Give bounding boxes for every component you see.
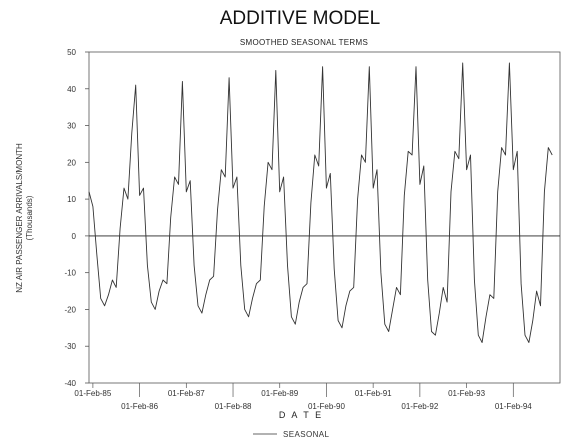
chart-title: ADDITIVE MODEL [220,8,380,29]
chart-subtitle: SMOOTHED SEASONAL TERMS [240,38,368,47]
y-tick-label: -10 [64,269,76,278]
y-tick-label: 20 [67,158,76,167]
y-tick-label: 10 [67,195,76,204]
x-tick-label: 01-Feb-86 [121,402,158,411]
y-tick-label: -40 [64,379,76,388]
x-tick-label: 01-Feb-91 [355,389,392,398]
y-axis-sublabel: (Thousands) [25,195,34,240]
x-axis-label: D A T E [279,410,323,420]
y-axis: 50 40 30 20 10 0 -10 -20 -30 -40 [64,48,89,388]
y-tick-label: -30 [64,342,76,351]
y-tick-label: 30 [67,122,76,131]
x-tick-label: 01-Feb-85 [74,389,111,398]
x-tick-label: 01-Feb-87 [168,389,205,398]
y-tick-label: 0 [72,232,77,241]
y-tick-label: 50 [67,48,76,57]
x-tick-label: 01-Feb-92 [401,402,438,411]
y-tick-label: 40 [67,85,76,94]
x-tick-label: 01-Feb-88 [215,402,252,411]
x-tick-label: 01-Feb-89 [261,389,298,398]
plot-frame [88,51,561,384]
series-group [88,62,553,343]
series-line [88,62,553,343]
y-axis-label: NZ AIR PASSENGER ARRIVALS/MONTH [15,143,24,293]
x-tick-label: 01-Feb-94 [495,402,532,411]
x-tick-label: 01-Feb-90 [308,402,345,411]
x-tick-label: 01-Feb-93 [448,389,485,398]
legend-label: SEASONAL [283,430,329,439]
x-axis: 01-Feb-85 01-Feb-86 01-Feb-87 01-Feb-88 01-F… [74,383,532,411]
y-tick-label: -20 [64,305,76,314]
